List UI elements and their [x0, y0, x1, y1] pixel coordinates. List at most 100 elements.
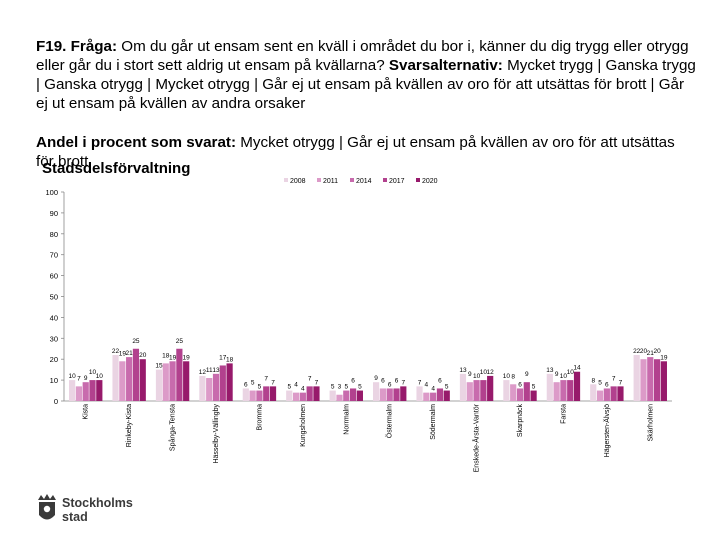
answer-options-text: Mycket trygg | Ganska trygg | Ganska otr… — [36, 57, 696, 112]
bar — [169, 361, 176, 401]
bar — [423, 392, 430, 401]
bar — [176, 348, 183, 401]
y-tick-label: 40 — [50, 313, 58, 322]
category-label: Rinkeby-Kista — [126, 404, 133, 447]
bar — [596, 390, 604, 401]
logo-line-1: Stockholms — [62, 496, 133, 510]
bar — [292, 392, 300, 401]
data-label: 9 — [468, 371, 472, 378]
bar — [459, 373, 467, 401]
question-text: F19. Fråga: Om du går ut ensam sent en k… — [36, 37, 696, 113]
y-tick-label: 100 — [45, 188, 58, 197]
bar — [379, 388, 387, 401]
bar — [473, 380, 480, 401]
bar — [263, 386, 270, 401]
category-label: Östermalm — [386, 404, 394, 438]
bar — [299, 392, 306, 401]
bar — [119, 361, 126, 401]
data-label: 19 — [183, 354, 191, 361]
category-label: Skärholmen — [647, 404, 654, 441]
category-label: Norrmalm — [343, 404, 350, 435]
bar — [336, 394, 343, 401]
subtitle-text: Mycket otrygg | Går ej ut ensam på kväll… — [36, 134, 675, 170]
data-label: 4 — [431, 386, 435, 393]
data-label: 6 — [438, 377, 442, 384]
bar — [653, 359, 661, 401]
data-label: 6 — [518, 381, 522, 388]
y-tick-label: 10 — [50, 376, 58, 385]
bar — [256, 390, 263, 401]
answer-options-label: Svarsalternativ: — [388, 57, 503, 74]
data-label: 22 — [112, 348, 120, 355]
data-label: 7 — [612, 375, 616, 382]
data-label: 10 — [96, 373, 104, 380]
data-label: 13 — [212, 367, 220, 374]
data-label: 5 — [532, 384, 536, 391]
bar — [633, 355, 640, 401]
y-tick-label: 0 — [54, 397, 58, 406]
bar — [590, 384, 597, 401]
y-tick-label: 70 — [50, 251, 58, 260]
data-label: 8 — [511, 373, 515, 380]
data-label: 19 — [169, 354, 177, 361]
data-label: 10 — [560, 373, 568, 380]
category-label: Kungsholmen — [300, 404, 307, 447]
y-tick-label: 20 — [50, 355, 58, 364]
data-label: 5 — [251, 380, 255, 387]
bar — [269, 386, 277, 401]
data-label: 15 — [155, 363, 163, 370]
bar — [89, 380, 96, 401]
data-label: 6 — [395, 377, 399, 384]
data-label: 8 — [591, 377, 595, 384]
data-label: 12 — [199, 369, 207, 376]
data-label: 21 — [126, 350, 134, 357]
legend-swatch — [284, 178, 288, 182]
data-label: 20 — [139, 352, 147, 359]
bar — [343, 390, 350, 401]
bar — [567, 380, 574, 401]
bar — [573, 371, 581, 401]
crown-shield-icon — [38, 494, 56, 520]
bar — [503, 380, 510, 401]
bar — [286, 390, 293, 401]
bar — [516, 388, 524, 401]
data-label: 5 — [344, 384, 348, 391]
data-label: 7 — [418, 379, 422, 386]
data-label: 4 — [301, 386, 305, 393]
bar — [96, 380, 103, 401]
data-label: 5 — [287, 384, 291, 391]
data-label: 19 — [119, 350, 127, 357]
data-label: 17 — [219, 354, 227, 361]
chart-subtitle: Andel i procent som svarat: Mycket otryg… — [36, 133, 696, 171]
data-label: 9 — [525, 371, 529, 378]
data-label: 18 — [226, 356, 234, 363]
bar — [430, 392, 437, 401]
bar — [510, 384, 517, 401]
y-tick-label: 50 — [50, 293, 58, 302]
bar — [69, 380, 76, 401]
category-label: Södermalm — [430, 404, 437, 440]
bar — [647, 357, 654, 401]
bar — [219, 365, 226, 401]
data-label: 7 — [619, 379, 623, 386]
data-label: 6 — [244, 381, 248, 388]
data-label: 25 — [176, 338, 184, 345]
category-label: Kista — [83, 404, 90, 420]
bar — [546, 373, 553, 401]
stockholm-logo: Stockholms stad — [38, 494, 133, 524]
data-label: 7 — [264, 375, 268, 382]
bar — [75, 386, 83, 401]
bar — [560, 380, 567, 401]
category-label: Hägersten-Älvsjö — [603, 404, 611, 457]
data-label: 5 — [445, 384, 449, 391]
category-label: Spånga-Tensta — [169, 404, 177, 451]
bar — [306, 386, 313, 401]
bar — [139, 359, 146, 401]
data-label: 13 — [546, 367, 554, 374]
data-label: 5 — [358, 384, 362, 391]
legend-label: 2011 — [323, 178, 338, 185]
data-label: 7 — [402, 379, 406, 386]
bar — [393, 388, 400, 401]
legend-swatch — [317, 178, 321, 182]
legend-label: 2014 — [356, 178, 372, 185]
